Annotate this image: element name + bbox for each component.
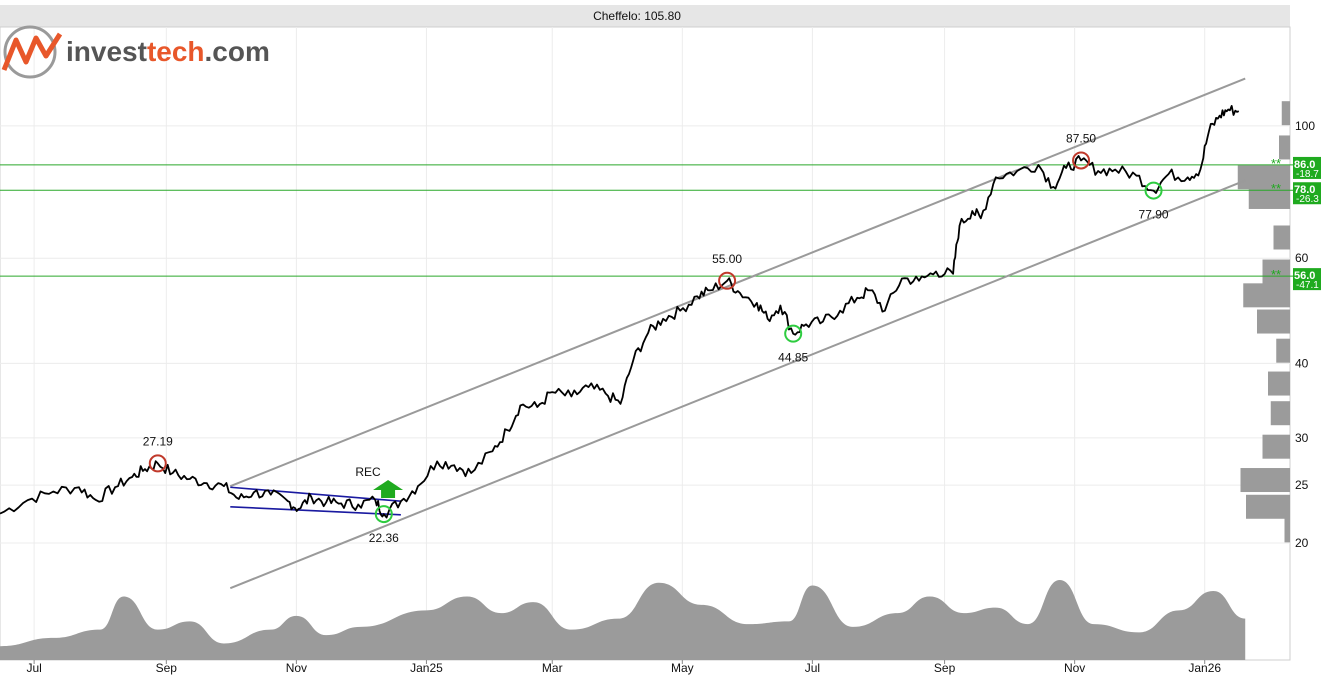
level-tag-box <box>1293 182 1321 205</box>
x-axis-ticks: Jul Sep Nov Jan25 Mar May Jul Sep Nov Jan26 <box>26 660 1221 675</box>
bottom-marker <box>784 324 803 343</box>
volume-profile-bar <box>1246 494 1290 519</box>
plot-frame <box>0 26 1291 661</box>
svg-text:investtech.com: investtech.com <box>66 36 270 67</box>
y-tick-label: 25 <box>1295 478 1309 492</box>
volume-profile-bar <box>1273 225 1290 250</box>
level-stars: ** <box>1271 267 1281 282</box>
x-tick-label: Jan26 <box>1188 661 1221 675</box>
y-tick-label: 20 <box>1295 536 1309 550</box>
top-marker <box>718 271 737 290</box>
top-value-label: 27.19 <box>143 434 173 448</box>
top-marker <box>148 454 167 473</box>
x-tick-label: Jul <box>26 661 41 675</box>
trend-channel <box>229 77 1246 590</box>
x-tick-label: May <box>671 661 694 675</box>
bottom-value-label: 77.90 <box>1139 208 1169 222</box>
volume-profile-bar <box>1276 338 1290 363</box>
level-percent-label: -47.1 <box>1296 280 1319 291</box>
top-value-label: 55.00 <box>712 252 742 266</box>
bottom-value-label: 22.36 <box>369 531 399 545</box>
volume-profile-bar <box>1268 371 1290 396</box>
rectangle-upper-line <box>230 486 401 502</box>
top-bottom-markers: 27.19 22.36 55.00 44.85 87.50 77.90 <box>143 131 1169 545</box>
x-tick-label: Nov <box>1064 661 1085 675</box>
volume-profile-bar <box>1237 165 1290 190</box>
title-bar <box>0 5 1290 27</box>
buy-arrow-icon <box>373 480 404 498</box>
volume-profile-bar <box>1240 468 1290 493</box>
chart-title: Cheffelo: 105.80 <box>593 9 681 23</box>
investtech-logo: investtech.com <box>1 25 270 79</box>
logo-mark-icon <box>1 25 63 79</box>
top-value-label: 87.50 <box>1066 131 1096 145</box>
volume-profile-bar <box>1284 518 1290 543</box>
y-tick-label: 30 <box>1295 431 1309 445</box>
rectangle-formation <box>230 486 401 516</box>
buy-signal: REC <box>355 465 404 498</box>
y-tick-label: 100 <box>1295 119 1315 133</box>
price-line <box>0 105 1240 519</box>
level-percent-label: -26.3 <box>1296 194 1319 205</box>
volume-profile-bar <box>1262 259 1290 284</box>
level-tag-box <box>1293 268 1321 291</box>
x-tick-label: Nov <box>286 661 307 675</box>
bottom-marker <box>374 505 393 524</box>
volume-profile <box>1237 101 1290 543</box>
volume-profile-bar <box>1243 283 1290 308</box>
level-value-label: 86.0 <box>1294 159 1315 171</box>
level-stars: ** <box>1271 181 1281 196</box>
bottom-marker <box>1144 181 1163 200</box>
x-tick-label: Sep <box>156 661 178 675</box>
level-value-label: 78.0 <box>1294 184 1315 196</box>
volume-area-shape <box>0 580 1246 660</box>
bottom-value-label: 44.85 <box>778 351 808 365</box>
top-marker <box>1072 151 1091 170</box>
volume-profile-bar <box>1281 101 1290 126</box>
trend-channel-upper <box>229 77 1246 488</box>
price-line-path <box>0 105 1240 519</box>
volume-area <box>0 580 1246 660</box>
volume-profile-bar <box>1270 401 1290 426</box>
x-tick-label: Mar <box>542 661 563 675</box>
support-resistance-levels: ** 86.0-18.7 ** 78.0-26.3 ** 56.0-47.1 <box>0 156 1321 291</box>
trend-channel-lower <box>229 179 1246 590</box>
x-tick-label: Jan25 <box>410 661 443 675</box>
level-value-label: 56.0 <box>1294 270 1315 282</box>
x-tick-label: Sep <box>934 661 956 675</box>
y-tick-label: 40 <box>1295 356 1309 370</box>
rectangle-lower-line <box>230 505 401 516</box>
x-tick-label: Jul <box>805 661 820 675</box>
y-axis-ticks: 20 25 30 40 60 100 <box>1295 119 1315 550</box>
level-tag-box <box>1293 156 1321 179</box>
grid-lines <box>0 27 1290 660</box>
volume-profile-bar <box>1257 309 1290 334</box>
level-stars: ** <box>1271 156 1281 171</box>
logo-text-tech: tech <box>147 36 205 67</box>
volume-profile-bar <box>1279 135 1290 160</box>
volume-profile-bar <box>1262 434 1290 459</box>
signal-label: REC <box>355 465 381 479</box>
y-tick-label: 60 <box>1295 251 1309 265</box>
logo-text-com: .com <box>205 36 270 67</box>
level-percent-label: -18.7 <box>1296 169 1319 180</box>
logo-text-invest: invest <box>66 36 147 67</box>
